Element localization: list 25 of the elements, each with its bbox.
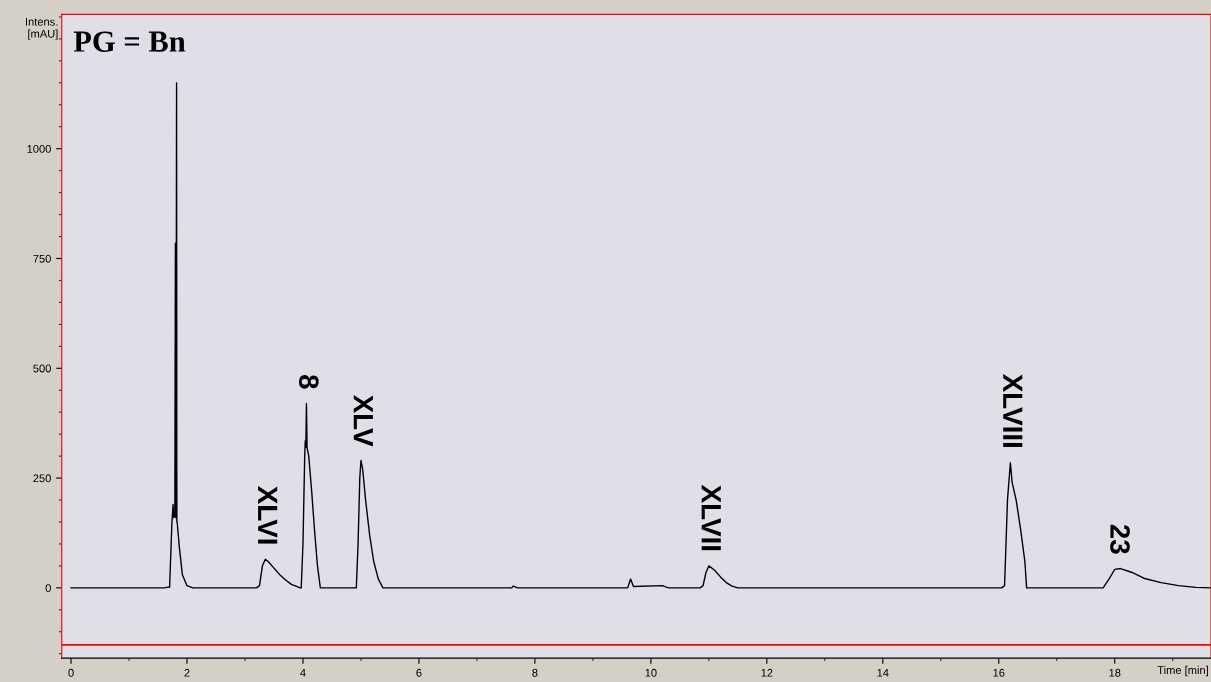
x-tick-label: 14 xyxy=(877,668,889,677)
y-tick-label: 750 xyxy=(33,254,51,263)
x-tick-label: 8 xyxy=(532,668,538,677)
y-tick-label: 0 xyxy=(45,584,51,592)
annotation: 8 xyxy=(299,374,319,389)
annotation: PG = Bn xyxy=(73,31,186,52)
annotation: 23 xyxy=(1110,524,1130,554)
line-series xyxy=(70,82,1211,589)
y-tick-label: 250 xyxy=(33,474,51,483)
y-tick-label: 500 xyxy=(33,364,51,373)
x-tick-label: 4 xyxy=(300,668,306,677)
x-axis-title: Time [min] xyxy=(1157,665,1208,677)
annotation: XLVIII xyxy=(1003,373,1023,447)
annotation: XLVII xyxy=(701,484,721,551)
annotation: XLVI xyxy=(258,485,278,544)
annotation: XLV xyxy=(353,394,373,447)
x-tick-label: 2 xyxy=(184,668,190,677)
y-tick-label: 1000 xyxy=(27,144,51,153)
y-axis-title: Intens. [mAU] xyxy=(25,17,58,40)
x-tick-label: 10 xyxy=(645,668,657,677)
x-tick-label: 12 xyxy=(761,668,773,677)
x-tick-label: 16 xyxy=(993,668,1005,677)
x-tick-label: 6 xyxy=(416,668,422,677)
x-tick-label: 0 xyxy=(68,668,74,677)
x-tick-label: 18 xyxy=(1109,668,1121,677)
